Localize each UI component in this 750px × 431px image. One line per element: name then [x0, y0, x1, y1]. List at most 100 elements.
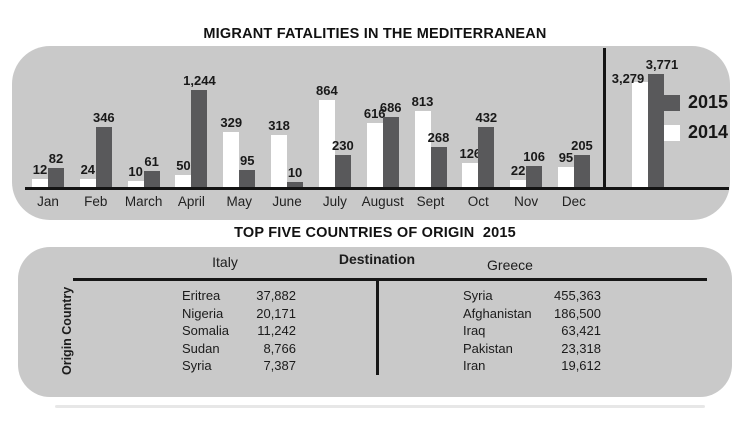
bar-2015-march [143, 171, 160, 187]
bar-pair-jan: 12 82 [32, 46, 64, 187]
month-label-august: August [361, 194, 404, 209]
value-label-2014-sept: 813 [411, 94, 434, 109]
bar-2014-march [127, 181, 144, 187]
origin-list-italy: Eritrea 37,882 Nigeria 20,171 Somalia 11,242 S… [182, 287, 296, 375]
bar-2014-sept [414, 111, 431, 187]
bar-2014-nov [510, 180, 527, 187]
bar-pair-april: 50 1,244 [175, 46, 216, 187]
totals-divider-line [603, 48, 606, 187]
value-label-2015-august: 686 [379, 100, 402, 115]
table-row: Nigeria 20,171 [182, 305, 296, 323]
month-group-oct: 126 432 Oct [459, 46, 498, 209]
month-label-feb: Feb [84, 194, 108, 209]
bar-pair-oct: 126 432 [459, 46, 498, 187]
value-label-2015-jan: 82 [48, 151, 64, 166]
month-group-april: 50 1,244 April [175, 46, 216, 209]
bar-2014-feb [79, 179, 96, 187]
bar-column-2015-sept: 268 [428, 46, 449, 187]
origin-count-value: 7,387 [263, 358, 296, 374]
month-group-june: 318 10 June [268, 46, 304, 209]
value-label-2015-oct: 432 [475, 110, 498, 125]
legend-swatch-2014-icon [664, 124, 680, 141]
origin-count-value: 20,171 [256, 305, 296, 321]
origin-count-value: 37,882 [256, 288, 296, 304]
bar-2015-oct [478, 127, 495, 187]
month-group-march: 10 61 March [125, 46, 163, 209]
bar-pair-nov: 22 106 [510, 46, 545, 187]
bar-column-2014-jan: 12 [32, 46, 48, 187]
origin-country-name: Eritrea [182, 288, 221, 304]
month-group-sept: 813 268 Sept [411, 46, 450, 209]
value-label-2014-june: 318 [268, 118, 290, 133]
origin-count-value: 63,421 [561, 323, 601, 339]
table-title: TOP FIVE COUNTRIES OF ORIGIN 2015 [234, 225, 516, 241]
value-label-2015-july: 230 [332, 138, 354, 153]
value-label-2014-nov: 22 [510, 163, 526, 178]
bar-pair-feb: 24 346 [79, 46, 115, 187]
bar-column-2015-august: 686 [379, 46, 402, 187]
origin-count-value: 23,318 [561, 340, 601, 356]
value-label-2015-nov: 106 [523, 149, 545, 164]
value-label-2015-june: 10 [287, 165, 303, 180]
table-column-divider [376, 278, 379, 375]
value-label-2014-july: 864 [316, 83, 338, 98]
bar-column-2015-nov: 106 [523, 46, 545, 187]
value-label-2015-march: 61 [144, 154, 159, 169]
origin-count-value: 11,242 [257, 323, 296, 339]
origin-count-value: 186,500 [554, 305, 601, 321]
origin-count-value: 8,766 [263, 340, 296, 356]
value-label-2014-dec: 95 [558, 150, 574, 165]
row-axis-label-origin-country: Origin Country [60, 286, 74, 375]
value-label-2014-jan: 12 [32, 162, 48, 177]
legend-item-2014: 2014 [664, 122, 728, 143]
origin-country-name: Iraq [463, 323, 486, 339]
bar-column-2015-dec: 205 [571, 46, 593, 187]
bar-column-2014-june: 318 [268, 46, 290, 187]
value-label-2014-oct: 126 [459, 146, 482, 161]
bar-column-2015-oct: 432 [475, 46, 498, 187]
table-row: Pakistan 23,318 [463, 340, 601, 358]
bar-column-2015-jan: 82 [48, 46, 64, 187]
month-label-sept: Sept [416, 194, 445, 209]
month-label-july: July [322, 194, 347, 209]
bar-pair-may: 329 95 [220, 46, 256, 187]
column-axis-label-destination: Destination [338, 251, 416, 267]
bar-pair-august: 616 686 [363, 46, 402, 187]
origin-country-name: Afghanistan [463, 305, 532, 321]
legend-label-2014: 2014 [688, 122, 729, 142]
bar-2014-oct [462, 163, 479, 187]
totals-bar-2014 [632, 82, 648, 187]
bar-column-2014-april: 50 [175, 46, 192, 187]
bar-column-2015-march: 61 [143, 46, 160, 187]
bar-column-2014-august: 616 [363, 46, 386, 187]
value-label-2014-august: 616 [363, 106, 386, 121]
bar-2015-nov [526, 166, 543, 187]
bar-column-2014-oct: 126 [459, 46, 482, 187]
month-label-april: April [177, 194, 205, 209]
bar-column-2014-may: 329 [220, 46, 242, 187]
bar-column-2015-feb: 346 [93, 46, 115, 187]
month-group-july: 864 230 July [316, 46, 354, 209]
bar-column-2014-nov: 22 [510, 46, 527, 187]
bar-column-2014-july: 864 [316, 46, 338, 187]
month-label-june: June [272, 194, 302, 209]
origin-country-name: Somalia [182, 323, 229, 339]
bar-column-2015-june: 10 [287, 46, 304, 187]
legend-item-2015: 2015 [664, 92, 728, 113]
origin-country-name: Syria [182, 358, 212, 374]
table-row: Somalia 11,242 [182, 322, 296, 340]
value-label-2015-dec: 205 [571, 138, 593, 153]
origin-country-name: Iran [463, 358, 486, 374]
value-label-2015-april: 1,244 [183, 73, 216, 88]
legend-swatch-2015-icon [664, 94, 680, 111]
totals-bar-column-2014: 3,279 [612, 46, 648, 187]
fatalities-chart-panel: 12 82 Jan 24 346 Feb 10 61 March 50 1,244 April 329 9… [12, 46, 730, 220]
x-axis-line [25, 187, 729, 190]
bar-pair-sept: 813 268 [411, 46, 449, 187]
month-label-oct: Oct [467, 194, 489, 209]
month-group-nov: 22 106 Nov [510, 46, 545, 209]
column-header-italy: Italy [212, 254, 238, 270]
table-header-rule [73, 278, 707, 281]
month-group-dec: 95 205 Dec [557, 46, 593, 209]
totals-bars: 3,279 3,771 [612, 46, 678, 187]
